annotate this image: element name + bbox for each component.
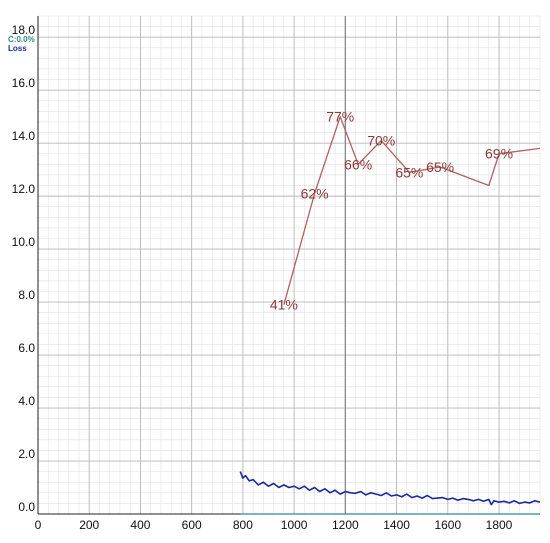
accuracy-point-label: 70% [367,133,395,149]
accuracy-point-label: 65% [426,159,454,175]
accuracy-point-label: 65% [395,164,423,180]
accuracy-point-label: 62% [301,185,329,201]
y-tick-label: 2.0 [18,447,35,461]
y-tick-label: 4.0 [18,394,35,408]
y-tick-label: 18.0 [12,23,36,37]
chart-axes [37,16,540,515]
x-tick-label: 1600 [434,518,461,532]
loss-line [239,471,541,506]
x-tick-label: 200 [79,518,99,532]
x-tick-label: 800 [233,518,253,532]
chart-grid [37,15,541,515]
x-tick-label: 600 [182,518,202,532]
corner-loss-label: Loss [8,44,27,53]
corner-metric-label: C:0.0% Loss [8,35,35,53]
chart-ticks: 0 200 400 600 800 1000 1200 1400 1600 1800 0.0 2.0 4… [12,23,513,532]
y-tick-label: 8.0 [18,288,35,302]
y-tick-label: 12.0 [12,182,36,196]
chart-series [239,116,541,515]
accuracy-point-label: 66% [344,156,372,172]
x-tick-label: 1400 [383,518,410,532]
y-tick-label: 0.0 [18,500,35,514]
x-tick-label: 400 [130,518,150,532]
x-tick-label: 1000 [281,518,308,532]
y-tick-label: 14.0 [12,129,36,143]
y-tick-label: 16.0 [12,76,36,90]
chart-point-labels: 41%62%77%66%70%65% 65%69% [270,109,513,313]
y-tick-label: 6.0 [18,341,35,355]
accuracy-point-label: 41% [270,297,298,313]
x-tick-label: 1800 [486,518,513,532]
x-tick-label: 0 [35,518,42,532]
x-tick-label: 1200 [332,518,359,532]
accuracy-point-label: 77% [326,109,354,125]
accuracy-point-label: 69% [485,146,513,162]
corner-c-value: C:0.0% [8,35,35,44]
accuracy-line [283,116,541,305]
y-tick-label: 10.0 [12,235,36,249]
